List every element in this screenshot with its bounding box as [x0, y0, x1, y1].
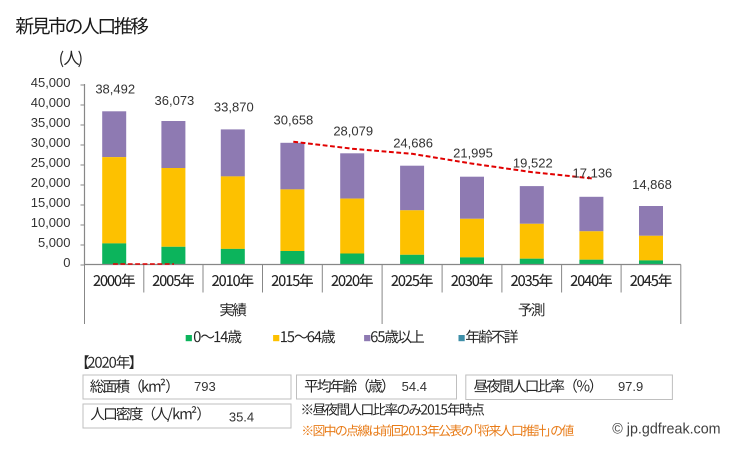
- svg-text:0: 0: [63, 255, 70, 270]
- svg-text:© jp.gdfreak.com: © jp.gdfreak.com: [612, 421, 720, 437]
- svg-text:25,000: 25,000: [31, 155, 71, 170]
- svg-text:97.9: 97.9: [618, 379, 643, 394]
- svg-text:28,079: 28,079: [333, 124, 373, 139]
- svg-text:45,000: 45,000: [31, 75, 71, 90]
- svg-text:40,000: 40,000: [31, 95, 71, 110]
- svg-text:19,522: 19,522: [513, 156, 553, 171]
- svg-text:5,000: 5,000: [38, 235, 71, 250]
- svg-text:24,686: 24,686: [393, 136, 433, 151]
- svg-text:35,000: 35,000: [31, 115, 71, 130]
- svg-text:793: 793: [194, 379, 216, 394]
- svg-text:15,000: 15,000: [31, 195, 71, 210]
- svg-text:54.4: 54.4: [402, 379, 427, 394]
- svg-text:30,658: 30,658: [274, 113, 314, 128]
- svg-text:17,136: 17,136: [573, 166, 613, 181]
- svg-text:35.4: 35.4: [229, 409, 254, 424]
- svg-text:38,492: 38,492: [95, 81, 135, 96]
- svg-text:30,000: 30,000: [31, 135, 71, 150]
- svg-text:36,073: 36,073: [155, 93, 195, 108]
- svg-text:20,000: 20,000: [31, 175, 71, 190]
- svg-text:14,868: 14,868: [632, 177, 672, 192]
- svg-text:21,995: 21,995: [453, 145, 493, 160]
- svg-text:10,000: 10,000: [31, 215, 71, 230]
- svg-text:33,870: 33,870: [214, 99, 254, 114]
